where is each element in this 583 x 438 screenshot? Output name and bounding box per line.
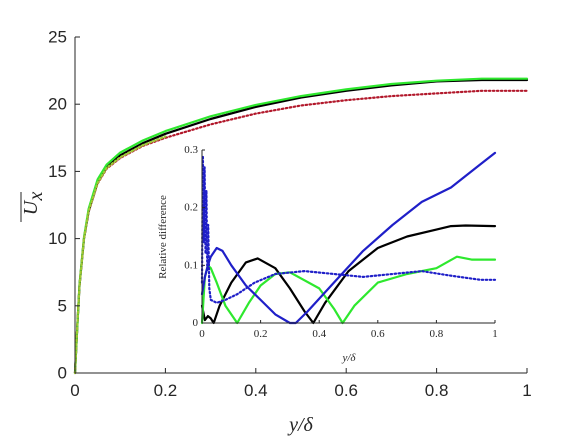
main-y-ticks: 0 5 10 15 20 25 (48, 28, 80, 383)
inset-x-tick-label: 0 (199, 328, 205, 340)
inset-y-axis-label: Relative difference (157, 195, 169, 279)
inset-series-2-line (200, 255, 497, 325)
main-series-group (73, 77, 529, 375)
main-y-tick-label: 0 (58, 364, 67, 383)
main-y-tick-label: 15 (48, 162, 67, 181)
main-x-tick-label: 1 (522, 381, 531, 400)
inset-y-tick-label: 0.1 (184, 259, 198, 271)
main-y-axis-label-u: U (20, 199, 42, 215)
main-x-tick-label: 0.4 (244, 381, 268, 400)
inset-series-1-line (200, 224, 497, 325)
inset-x-axis-label: y/δ (341, 352, 356, 364)
main-x-tick-label: 0.2 (154, 381, 178, 400)
main-y-tick-label: 20 (48, 95, 67, 114)
inset-x-tick-label: 0.2 (254, 328, 268, 340)
inset-background (202, 150, 495, 323)
inset-x-tick-label: 0.4 (312, 328, 326, 340)
main-x-tick-label: 0.6 (334, 381, 358, 400)
main-y-tick-label: 10 (48, 229, 67, 248)
inset-x-tick-label: 1 (492, 328, 498, 340)
main-y-tick-label: 25 (48, 28, 67, 47)
main-x-tick-label: 0.8 (425, 381, 449, 400)
inset-x-ticks: 0 0.2 0.4 0.6 0.8 1 (199, 320, 498, 340)
main-x-tick-label: 0 (70, 381, 79, 400)
inset-y-tick-label: 0.2 (184, 202, 198, 214)
main-y-tick-label: 5 (58, 296, 67, 315)
main-y-axis-label: U x (20, 191, 47, 222)
inset-chart: 0 0.2 0.4 0.6 0.8 1 0 0.1 0.2 0.3 y/δ Relative d… (157, 144, 498, 364)
inset-y-tick-label: 0 (193, 317, 199, 329)
inset-y-ticks: 0 0.1 0.2 0.3 (184, 144, 205, 329)
inset-series-4-line (200, 154, 497, 304)
inset-x-tick-label: 0.6 (371, 328, 385, 340)
main-x-axis-label: y/δ (287, 414, 313, 436)
inset-x-tick-label: 0.8 (430, 328, 444, 340)
main-x-ticks: 0 0.2 0.4 0.6 0.8 1 (70, 368, 532, 400)
inset-y-tick-label: 0.3 (184, 144, 198, 156)
main-y-axis-label-subscript: x (25, 191, 47, 201)
